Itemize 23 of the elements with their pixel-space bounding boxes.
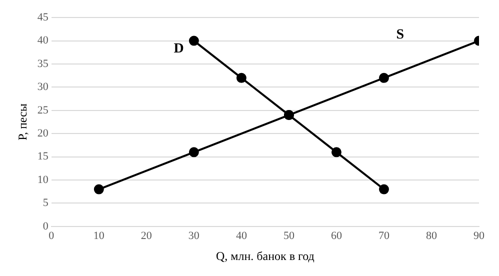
y-tick-label: 10 <box>37 174 49 186</box>
x-axis-title: Q, млн. банок в год <box>216 248 314 263</box>
y-tick-label: 15 <box>37 150 49 163</box>
x-tick-label: 10 <box>93 230 105 242</box>
x-tick-label: 80 <box>426 230 438 242</box>
y-tick-label: 20 <box>37 127 49 140</box>
y-tick-label: 25 <box>37 104 49 116</box>
x-tick-label: 20 <box>140 230 152 242</box>
series-label: S <box>396 27 404 42</box>
y-tick-label: 35 <box>37 58 49 70</box>
x-tick-label: 30 <box>188 230 200 242</box>
x-tick-label: 70 <box>378 230 390 242</box>
x-tick-label: 40 <box>236 230 248 242</box>
series-label: D <box>174 41 184 56</box>
x-tick-label: 60 <box>330 230 342 242</box>
x-tick-label: 50 <box>283 230 295 242</box>
x-tick-label: 90 <box>474 230 485 242</box>
y-tick-label: 45 <box>37 11 49 24</box>
y-tick-label: 30 <box>37 81 49 94</box>
y-axis-title: P, песы <box>15 104 30 140</box>
y-tick-label: 5 <box>42 197 49 210</box>
y-tick-label: 40 <box>37 34 49 47</box>
y-tick-label: 0 <box>42 220 49 232</box>
